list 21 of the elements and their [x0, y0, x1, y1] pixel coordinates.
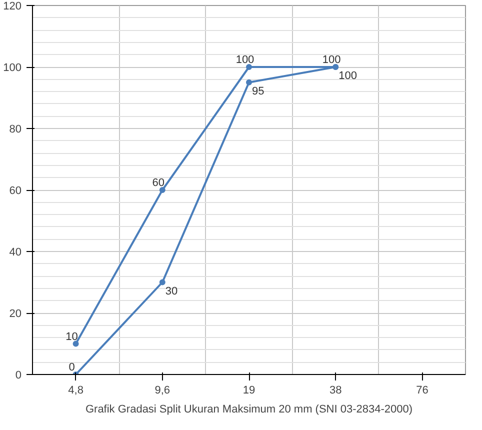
x-tick-label: 19 — [242, 384, 256, 396]
x-tick-label: 4,8 — [68, 384, 84, 396]
data-label: 100 — [338, 70, 357, 82]
y-tick-label: 100 — [3, 62, 22, 74]
y-tick-label: 80 — [9, 124, 22, 136]
y-tick-label: 120 — [3, 0, 22, 12]
y-tick-label: 60 — [9, 185, 22, 197]
data-label: 95 — [252, 85, 264, 98]
data-label: 30 — [165, 285, 178, 298]
data-label: 100 — [236, 54, 254, 66]
x-tick-label: 9,6 — [154, 384, 170, 396]
x-tick-label: 38 — [329, 384, 342, 396]
data-label: 10 — [66, 330, 78, 343]
y-tick-label: 0 — [15, 370, 22, 382]
text: Grafik Gradasi Split Ukuran Maksimum 20 mm (SNI 03-2834-2000) — [85, 404, 413, 416]
y-tick-label: 20 — [9, 308, 22, 320]
data-label: 60 — [152, 177, 165, 189]
data-label: 0 — [68, 362, 75, 374]
data-label: 100 — [322, 54, 341, 66]
x-tick-label: 76 — [416, 384, 428, 396]
y-tick-label: 40 — [9, 246, 22, 258]
